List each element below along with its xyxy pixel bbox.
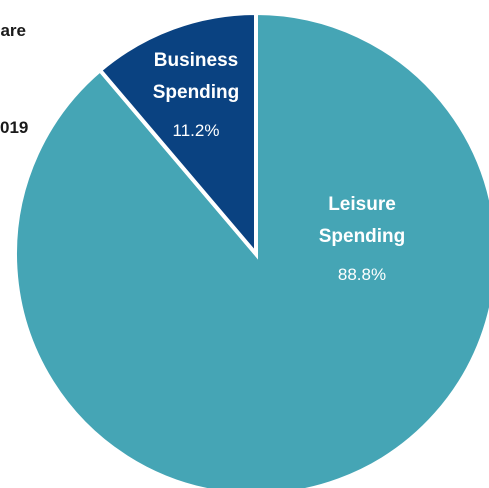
cropped-side-text-top: are (0, 22, 26, 39)
business-value-label: 11.2% (173, 121, 220, 140)
leisure-label-line-1: Leisure (328, 194, 396, 215)
business-label-line-1: Business (154, 50, 238, 71)
business-label-line-2: Spending (153, 82, 240, 103)
cropped-side-text-bottom: 019 (0, 119, 28, 136)
leisure-value-label: 88.8% (338, 265, 386, 284)
slice-business-spending (97, 10, 258, 260)
leisure-label-line-2: Spending (319, 226, 406, 247)
